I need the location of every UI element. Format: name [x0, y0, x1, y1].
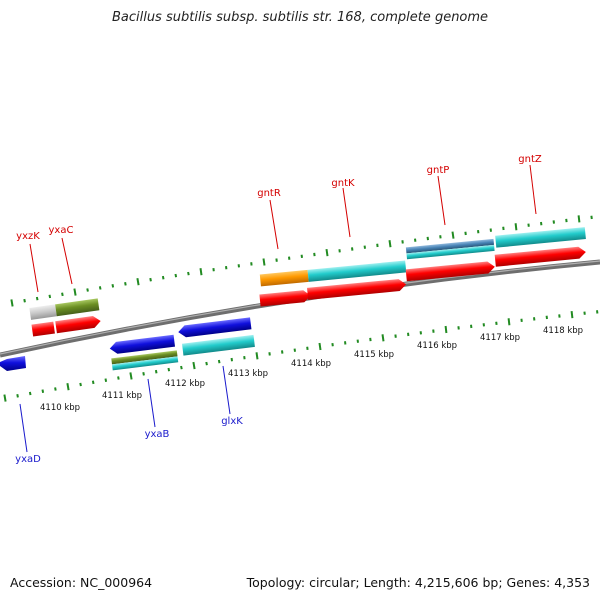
kbp-label-4118: 4118 kbp: [543, 326, 583, 336]
major-tick: [570, 310, 574, 319]
yxaC-cds[interactable]: [55, 315, 101, 334]
minor-tick: [79, 382, 82, 387]
major-tick: [255, 352, 259, 360]
major-tick: [451, 231, 455, 239]
minor-tick: [48, 294, 52, 299]
gene-label-gntR: gntR: [257, 188, 281, 199]
yxaB-feature-top[interactable]: [111, 350, 178, 365]
major-tick: [507, 318, 511, 326]
forward-features: [29, 227, 587, 337]
glxK-cds[interactable]: [178, 317, 252, 338]
accession-text: Accession: NC_000964: [10, 575, 153, 590]
minor-tick: [154, 369, 158, 374]
gene-label-gntP: gntP: [427, 165, 450, 176]
reverse-strand-tick-ring: [3, 310, 599, 402]
major-tick: [388, 240, 392, 248]
major-tick: [136, 278, 140, 286]
gene-label-yxaC: yxaC: [49, 225, 74, 236]
kbp-label-4116: 4116 kbp: [417, 341, 457, 351]
minor-tick: [54, 387, 57, 391]
minor-tick: [91, 380, 95, 385]
minor-tick: [23, 298, 26, 303]
major-tick: [444, 325, 448, 334]
gene-labels: yxzK yxaC gntR gntK gntP gntZ yxaD yxaB …: [15, 154, 542, 465]
minor-tick: [217, 359, 221, 364]
gntP-cds[interactable]: [405, 261, 496, 282]
kbp-scale-labels: 4110 kbp 4111 kbp 4112 kbp 4113 kbp 4114…: [40, 326, 583, 413]
gene-label-gntZ: gntZ: [518, 154, 542, 165]
major-tick: [514, 223, 518, 231]
gene-label-glxK: glxK: [221, 416, 243, 427]
map-title: Bacillus subtilis subsp. subtilis str. 1…: [111, 10, 489, 25]
minor-tick: [111, 284, 115, 288]
yxaB-cds[interactable]: [109, 334, 176, 355]
gntK-feature[interactable]: [307, 260, 407, 282]
kbp-label-4111: 4111 kbp: [102, 391, 142, 401]
gene-label-yxzK: yxzK: [16, 231, 40, 242]
gene-label-yxaB: yxaB: [145, 429, 170, 440]
major-tick: [129, 372, 133, 380]
major-tick: [262, 258, 266, 266]
minor-tick: [28, 391, 32, 396]
gene-label-gntK: gntK: [331, 178, 355, 189]
major-tick: [577, 215, 581, 223]
gntP-feature[interactable]: [406, 244, 495, 260]
yxaB-feature[interactable]: [112, 356, 179, 371]
gntR-feature[interactable]: [259, 269, 309, 287]
yxzK-cds[interactable]: [31, 321, 55, 337]
minor-tick: [98, 286, 102, 290]
gene-label-yxaD: yxaD: [15, 454, 41, 465]
minor-tick: [205, 361, 208, 366]
major-tick: [325, 248, 329, 257]
minor-tick: [35, 296, 39, 301]
kbp-label-4112: 4112 kbp: [165, 379, 205, 389]
minor-tick: [180, 365, 183, 370]
major-tick: [10, 299, 14, 307]
minor-tick: [187, 271, 190, 276]
kbp-label-4110: 4110 kbp: [40, 403, 80, 413]
forward-strand-tick-ring: [10, 215, 593, 307]
minor-tick: [174, 273, 178, 278]
minor-tick: [16, 394, 19, 398]
major-tick: [73, 288, 77, 296]
kbp-label-4115: 4115 kbp: [354, 350, 394, 360]
major-tick: [381, 334, 385, 342]
minor-tick: [124, 282, 127, 286]
minor-tick: [117, 376, 120, 380]
kbp-label-4117: 4117 kbp: [480, 333, 520, 343]
glxK-feature[interactable]: [182, 334, 255, 356]
major-tick: [192, 361, 196, 370]
minor-tick: [149, 277, 152, 282]
minor-tick: [41, 389, 45, 393]
minor-tick: [167, 367, 171, 372]
topology-text: Topology: circular; Length: 4,215,606 bp…: [246, 575, 590, 590]
kbp-label-4113: 4113 kbp: [228, 369, 268, 379]
label-leaders: [19, 164, 537, 453]
yxaD-cds[interactable]: [0, 356, 26, 371]
gntZ-cds[interactable]: [494, 246, 587, 267]
gntP-feature-top[interactable]: [405, 238, 495, 254]
gntZ-feature[interactable]: [495, 227, 586, 248]
minor-tick: [61, 292, 64, 297]
minor-tick: [142, 372, 145, 376]
kbp-label-4114: 4114 kbp: [291, 359, 331, 369]
gntR-cds[interactable]: [259, 290, 311, 307]
major-tick: [66, 383, 70, 391]
major-tick: [199, 268, 203, 276]
yxaC-feature[interactable]: [55, 298, 100, 317]
minor-tick: [161, 275, 165, 280]
gntK-cds[interactable]: [307, 278, 407, 300]
minor-tick: [104, 378, 108, 382]
yxzK-feature[interactable]: [29, 304, 57, 320]
major-tick: [3, 394, 7, 402]
reverse-features: [0, 317, 255, 371]
major-tick: [318, 342, 322, 351]
minor-tick: [86, 288, 89, 292]
